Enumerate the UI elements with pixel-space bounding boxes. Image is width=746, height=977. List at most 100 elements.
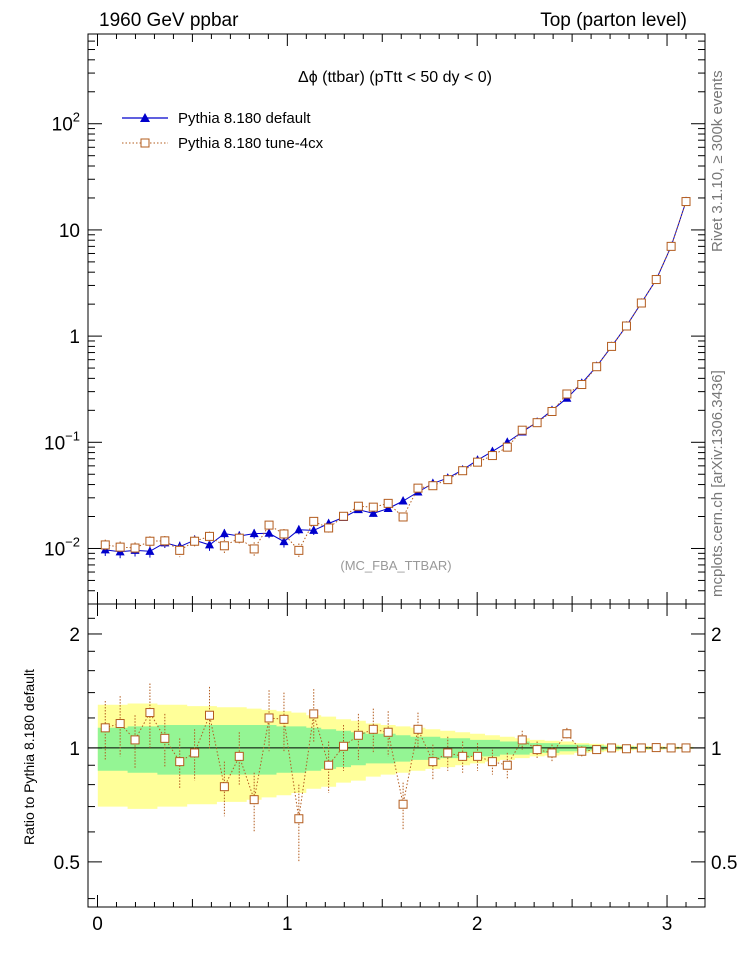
ratio-y-tick-label: 0.5 [54, 853, 80, 874]
tune-point [279, 529, 289, 539]
tune-point [473, 457, 483, 467]
ratio-point [487, 757, 497, 767]
ratio-point [279, 714, 289, 724]
tune-point [324, 523, 334, 533]
tune-point [309, 516, 319, 526]
tune-series-line [105, 201, 687, 552]
default-point [279, 536, 289, 546]
tune-point [190, 536, 200, 546]
legend: Pythia 8.180 default Pythia 8.180 tune-4… [122, 110, 324, 152]
tune-point [681, 197, 691, 207]
default-point [398, 495, 408, 505]
ratio-point [294, 814, 304, 824]
ratio-point [443, 748, 453, 758]
ratio-point [309, 709, 319, 719]
default-point [249, 528, 259, 538]
x-tick-label: 2 [472, 914, 483, 935]
y-tick-label: 1 [69, 327, 80, 348]
tune-point [651, 275, 661, 285]
tune-point [592, 362, 602, 372]
tune-point [264, 520, 274, 530]
ratio-frame [87, 603, 706, 908]
tune-point [294, 545, 304, 555]
tune-point [219, 541, 229, 551]
ratio-point [204, 710, 214, 720]
tune-point [666, 241, 676, 251]
tune-point [502, 442, 512, 452]
ratio-point [473, 751, 483, 761]
legend-default-marker [140, 113, 150, 122]
tune-point [562, 389, 572, 399]
watermark: (MC_FBA_TTBAR) [340, 558, 451, 573]
ratio-point [592, 745, 602, 755]
ratio-point [353, 730, 363, 740]
ratio-point [368, 724, 378, 734]
mcplots-label: mcplots.cern.ch [arXiv:1306.3436] [709, 370, 726, 597]
rivet-label: Rivet 3.1.10, ≥ 300k events [709, 70, 726, 252]
ratio-point [666, 743, 676, 753]
ratio-band-green [97, 725, 694, 775]
main-panel: 10−2 10−1 1 10 102 [44, 33, 706, 605]
default-point [204, 539, 214, 549]
ratio-point [577, 746, 587, 756]
ratio-point [636, 743, 646, 753]
tune-point [100, 540, 110, 550]
ratio-point [651, 743, 661, 753]
ratio-point [502, 760, 512, 770]
x-tick-label: 1 [282, 914, 293, 935]
tune-point [428, 481, 438, 491]
ratio-point [249, 795, 259, 805]
header-right: Top (parton level) [540, 10, 687, 31]
tune-point [234, 533, 244, 543]
x-tick-label: 0 [92, 914, 103, 935]
ratio-point [234, 751, 244, 761]
ratio-point [190, 748, 200, 758]
ratio-point [383, 727, 393, 737]
legend-tune-label: Pythia 8.180 tune-4cx [178, 135, 324, 152]
ratio-y-tick-label-right: 0.5 [711, 853, 737, 874]
tune-point [443, 475, 453, 485]
ratio-point [175, 757, 185, 767]
ratio-point [562, 729, 572, 739]
tune-point [175, 545, 185, 555]
ratio-point [219, 782, 229, 792]
tune-point [145, 536, 155, 546]
tune-point [115, 542, 125, 552]
header-left: 1960 GeV ppbar [99, 10, 239, 31]
tune-point [636, 298, 646, 308]
default-point [309, 525, 319, 534]
ratio-point [532, 745, 542, 755]
ratio-y-tick-label: 1 [69, 739, 80, 760]
tune-point [517, 425, 527, 435]
tune-point [353, 501, 363, 511]
ratio-y-tick-label: 2 [69, 625, 80, 646]
ratio-panel: 0 1 2 3 0.5 0.5 1 1 2 2 [54, 603, 737, 935]
default-point [264, 528, 274, 537]
ratio-point [681, 743, 691, 753]
tune-point [532, 418, 542, 428]
default-point [219, 528, 229, 538]
tune-point [547, 406, 557, 416]
ratio-point [145, 708, 155, 718]
tune-point [607, 341, 617, 351]
ratio-point [517, 735, 527, 745]
ratio-point [324, 760, 334, 770]
ratio-point [160, 733, 170, 743]
ratio-point [547, 748, 557, 758]
y-tick-label: 102 [52, 110, 80, 136]
ratio-point [621, 744, 631, 754]
ratio-point [130, 735, 140, 745]
ratio-y-tick-label-right: 1 [711, 739, 722, 760]
y-tick-label: 10−2 [44, 534, 80, 560]
ratio-point [264, 713, 274, 723]
tune-point [621, 321, 631, 331]
tune-point [398, 512, 408, 522]
ratio-point [115, 719, 125, 729]
ratio-point [413, 724, 423, 734]
tune-point [160, 536, 170, 546]
tune-point [413, 483, 423, 493]
legend-default-label: Pythia 8.180 default [178, 110, 311, 127]
tune-point [577, 380, 587, 390]
